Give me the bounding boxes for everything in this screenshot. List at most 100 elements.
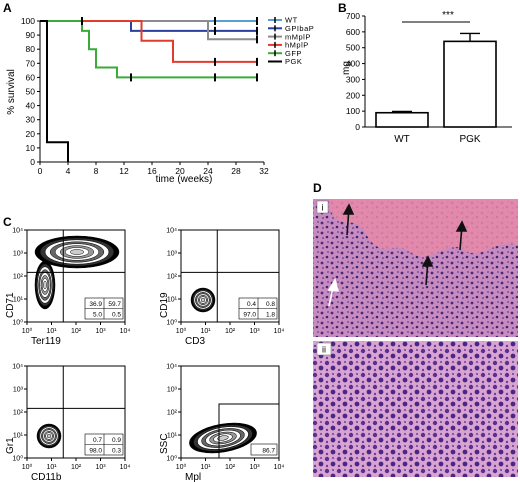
survival-y-tick-label: 60	[26, 72, 36, 82]
legend-label-pgk: PGK	[285, 57, 302, 66]
flow-quadrant-value: 59.7	[108, 301, 121, 308]
flow-x-tick-label: 10²	[71, 464, 82, 471]
flow-y-tick-label: 10²	[167, 410, 178, 417]
flow-x-tick-label: 10³	[249, 328, 260, 335]
flow-x-tick-label: 10¹	[46, 328, 57, 335]
histology-panels: i ii	[313, 199, 518, 477]
bar-label-wt: WT	[394, 134, 410, 145]
weight-y-tick-label: 600	[346, 27, 360, 37]
flow-x-label: CD11b	[31, 472, 62, 482]
histology-image-ii	[313, 341, 518, 477]
survival-x-tick-label: 16	[147, 166, 157, 176]
flow-y-tick-label: 10⁴	[12, 228, 23, 235]
survival-x-tick-label: 24	[203, 166, 213, 176]
flow-x-tick-label: 10⁰	[176, 327, 187, 335]
survival-y-tick-label: 90	[26, 30, 36, 40]
flow-y-label: CD19	[159, 292, 170, 318]
flow-quadrant-value: 0.9	[112, 437, 121, 444]
flow-plot-3: 10⁰ 10¹ 10² 10³ 10⁴ 10⁰ 10¹ 10² 10³ 10⁴ CD11b Gr1 0.…	[5, 364, 130, 482]
histology-label-i: i	[322, 203, 324, 213]
flow-density-contour	[201, 298, 205, 302]
survival-y-tick-label: 10	[26, 143, 36, 153]
flow-y-tick-label: 10²	[13, 274, 24, 281]
survival-x-tick-label: 4	[66, 166, 71, 176]
flow-quadrant-value: 0.8	[266, 301, 275, 308]
flow-quadrant-value: 86.7	[262, 448, 275, 455]
panel-label-a: A	[3, 1, 12, 15]
weight-y-tick-label: 0	[355, 122, 360, 132]
bar-label-pgk: PGK	[459, 134, 480, 145]
flow-quadrant-value: 98.0	[89, 448, 102, 455]
panel-label-d: D	[313, 181, 322, 195]
flow-x-label: Ter119	[31, 336, 61, 347]
weight-y-tick-label: 400	[346, 59, 360, 69]
survival-y-tick-label: 0	[30, 157, 35, 167]
flow-y-label: Gr1	[5, 437, 16, 454]
survival-y-tick-label: 50	[26, 87, 36, 97]
survival-x-tick-label: 28	[231, 166, 241, 176]
panel-label-c: C	[3, 215, 12, 229]
flow-x-tick-label: 10¹	[46, 464, 57, 471]
flow-x-tick-label: 10³	[95, 464, 106, 471]
flow-quadrant-value: 0.4	[247, 301, 256, 308]
survival-y-tick-label: 30	[26, 115, 36, 125]
flow-plot-2: 10⁰ 10¹ 10² 10³ 10⁴ 10⁰ 10¹ 10² 10³ 10⁴ CD3 CD19 0.4…	[159, 228, 284, 348]
spleen-weight-chart: mg *** 0100200300400500600700WT PGK	[341, 10, 512, 145]
flow-x-tick-label: 10¹	[200, 464, 211, 471]
bar-wt	[376, 113, 428, 127]
survival-chart: % survival time (weeks) 0102030405060708…	[6, 16, 314, 185]
survival-y-label: % survival	[6, 69, 17, 115]
bar-pgk	[444, 41, 496, 127]
flow-y-tick-label: 10⁰	[12, 319, 23, 327]
flow-x-tick-label: 10¹	[200, 328, 211, 335]
flow-density-contour	[70, 249, 83, 254]
flow-x-label: Mpl	[185, 472, 201, 482]
survival-y-tick-label: 70	[26, 58, 36, 68]
flow-y-tick-label: 10³	[13, 387, 24, 394]
flow-quadrant-value: 0.5	[112, 312, 121, 319]
weight-y-tick-label: 300	[346, 74, 360, 84]
flow-x-tick-label: 10⁰	[176, 463, 187, 471]
flow-plot-4: 10⁰ 10¹ 10² 10³ 10⁴ 10⁰ 10¹ 10² 10³ 10⁴ Mpl SSC 86.7	[159, 364, 284, 482]
survival-y-tick-label: 40	[26, 101, 36, 111]
flow-x-tick-label: 10⁴	[274, 464, 285, 471]
significance-stars: ***	[442, 10, 454, 21]
flow-x-tick-label: 10²	[225, 464, 236, 471]
flow-y-label: SSC	[159, 433, 170, 454]
weight-y-tick-label: 100	[346, 106, 360, 116]
flow-x-tick-label: 10³	[95, 328, 106, 335]
flow-y-tick-label: 10³	[13, 251, 24, 258]
flow-y-tick-label: 10²	[167, 274, 178, 281]
flow-x-tick-label: 10²	[225, 328, 236, 335]
weight-y-tick-label: 200	[346, 90, 360, 100]
flow-y-tick-label: 10³	[167, 387, 178, 394]
flow-x-tick-label: 10⁰	[22, 327, 33, 335]
survival-line-gpibap	[40, 21, 257, 31]
survival-x-tick-label: 20	[175, 166, 185, 176]
flow-y-tick-label: 10⁴	[166, 364, 177, 371]
flow-quadrant-value: 36.9	[89, 301, 102, 308]
flow-quadrant-value: 1.8	[266, 312, 275, 319]
flow-quadrant-value: 0.3	[112, 448, 121, 455]
flow-x-tick-label: 10⁰	[22, 463, 33, 471]
flow-y-tick-label: 10²	[13, 410, 24, 417]
flow-x-label: CD3	[185, 336, 205, 347]
flow-plot-1: 10⁰ 10¹ 10² 10³ 10⁴ 10⁰ 10¹ 10² 10³ 10⁴ Ter119 CD71…	[5, 228, 130, 348]
survival-line-gfp	[40, 21, 257, 77]
flow-y-tick-label: 10⁰	[166, 455, 177, 463]
flow-x-tick-label: 10⁴	[120, 328, 131, 335]
flow-x-tick-label: 10²	[71, 328, 82, 335]
flow-x-tick-label: 10⁴	[120, 464, 131, 471]
flow-quadrant-value: 5.0	[93, 312, 102, 319]
flow-y-tick-label: 10³	[167, 251, 178, 258]
survival-x-tick-label: 0	[38, 166, 43, 176]
survival-x-tick-label: 12	[119, 166, 129, 176]
flow-density-contour	[43, 281, 46, 289]
survival-x-tick-label: 8	[94, 166, 99, 176]
weight-y-tick-label: 700	[346, 11, 360, 21]
flow-cytometry-panels: 10⁰ 10¹ 10² 10³ 10⁴ 10⁰ 10¹ 10² 10³ 10⁴ Ter119 CD71…	[5, 228, 284, 482]
flow-x-tick-label: 10⁴	[274, 328, 285, 335]
survival-line-pgk	[40, 21, 68, 162]
flow-quadrant-value: 97.0	[243, 312, 256, 319]
